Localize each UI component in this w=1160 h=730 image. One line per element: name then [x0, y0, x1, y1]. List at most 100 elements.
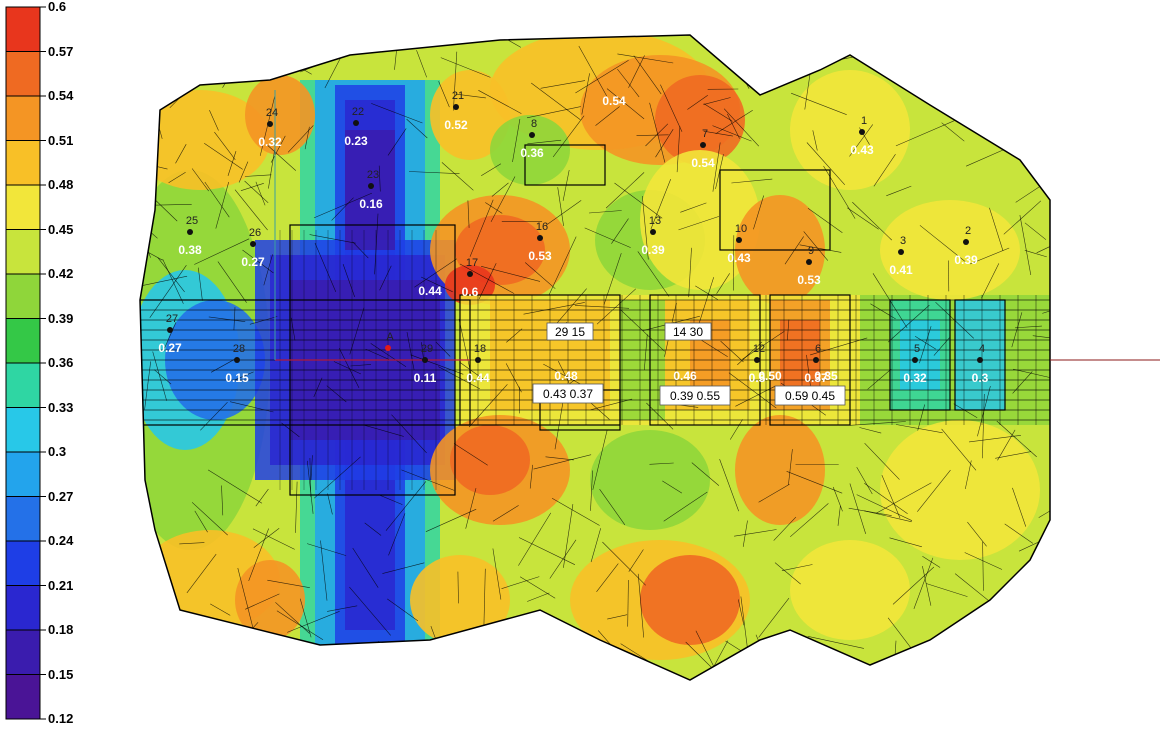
point-value: 0.38 [178, 243, 202, 257]
mesh-edge [323, 645, 347, 675]
point-marker [385, 345, 391, 351]
mesh-edge [960, 50, 984, 72]
box-text: 29 15 [555, 325, 585, 339]
mesh-edge [932, 45, 947, 70]
point-id: A [386, 331, 394, 343]
point-id: 28 [233, 343, 245, 355]
mesh-edge [359, 647, 362, 699]
point-id: 6 [815, 343, 821, 355]
point-marker [422, 357, 428, 363]
heat-region [955, 300, 1005, 410]
point-value: 0.39 [641, 243, 665, 257]
mesh-edge [292, 0, 327, 42]
mesh-edge [756, 635, 778, 685]
mesh-edge [1031, 43, 1071, 71]
mesh-edge [983, 80, 1035, 90]
point-value: 0.53 [528, 249, 552, 263]
point-value: 0.41 [889, 263, 913, 277]
heat-region [790, 540, 910, 640]
point-value: 0.54 [602, 94, 626, 108]
point-marker [963, 239, 969, 245]
mesh-edge [378, 641, 391, 662]
point-marker [167, 327, 173, 333]
mesh-edge [996, 128, 1022, 140]
point-value: 0.3 [972, 371, 989, 385]
mesh-edge [736, 45, 764, 48]
mesh-edge [913, 60, 974, 72]
point-value: 0.15 [225, 371, 249, 385]
mesh-edge [960, 42, 990, 59]
point-value: 0.27 [241, 255, 265, 269]
mesh-edge [238, 62, 278, 69]
point-id: 10 [735, 223, 747, 235]
point-value: 0.32 [903, 371, 927, 385]
mesh-edge [991, 41, 1005, 72]
point-marker [475, 357, 481, 363]
box-text: 0.59 0.45 [785, 389, 835, 403]
heat-region [235, 560, 305, 640]
mesh-edge [102, 59, 152, 82]
point-id: 27 [166, 313, 178, 325]
heat-region [640, 555, 740, 645]
heat-region [735, 415, 825, 525]
mesh-edge [1022, 587, 1079, 588]
mesh-edge [959, 58, 975, 83]
point-value: 0.6 [462, 285, 479, 299]
mesh-edge [266, 671, 295, 681]
heat-region [450, 425, 530, 495]
heat-region [590, 430, 710, 530]
mesh-edge [311, 657, 317, 718]
mesh-edge [361, 655, 387, 665]
point-id: 3 [900, 235, 906, 247]
point-marker [700, 142, 706, 148]
point-id: 1 [861, 115, 867, 127]
box-text: 0.43 0.37 [543, 387, 593, 401]
point-marker [234, 357, 240, 363]
point-marker [977, 357, 983, 363]
point-value: 0.54 [691, 156, 715, 170]
mesh-edge [781, 49, 805, 74]
point-marker [453, 104, 459, 110]
point-value: 0.27 [158, 341, 182, 355]
point-id: 22 [352, 106, 364, 118]
point-marker [187, 229, 193, 235]
point-value: 0.48 [554, 369, 578, 383]
mesh-edge [901, 647, 947, 689]
point-marker [467, 271, 473, 277]
point-id: 24 [266, 107, 278, 119]
mesh-edge [383, 652, 419, 654]
mesh-edge [431, 653, 467, 690]
point-marker [859, 129, 865, 135]
point-id: 26 [249, 227, 261, 239]
mesh-edge [749, 42, 763, 88]
mesh-edge [1025, 73, 1036, 94]
point-value: 0.44 [418, 284, 442, 298]
point-id: 7 [702, 128, 708, 140]
point-value: 0.16 [359, 197, 383, 211]
point-marker [813, 357, 819, 363]
mesh-edge [227, 622, 258, 656]
mesh-edge [944, 59, 949, 99]
point-id: 9 [808, 245, 814, 257]
mesh-edge [557, 634, 586, 659]
point-value: 0.50 [758, 369, 782, 383]
mesh-edge [130, 206, 140, 241]
point-id: 23 [367, 169, 379, 181]
point-marker [529, 132, 535, 138]
mesh-edge [996, 635, 1042, 639]
point-marker [537, 235, 543, 241]
mesh-edge [709, 42, 745, 47]
point-id: 8 [531, 118, 537, 130]
point-id: 17 [466, 257, 478, 269]
point-marker [650, 229, 656, 235]
mesh-edge [1045, 19, 1061, 60]
point-marker [898, 249, 904, 255]
point-value: 0.43 [727, 251, 751, 265]
point-marker [754, 357, 760, 363]
point-id: 12 [753, 343, 765, 355]
point-id: 21 [452, 90, 464, 102]
mesh-edge [1021, 612, 1025, 640]
mesh-edge [121, 645, 143, 667]
point-id: 2 [965, 225, 971, 237]
